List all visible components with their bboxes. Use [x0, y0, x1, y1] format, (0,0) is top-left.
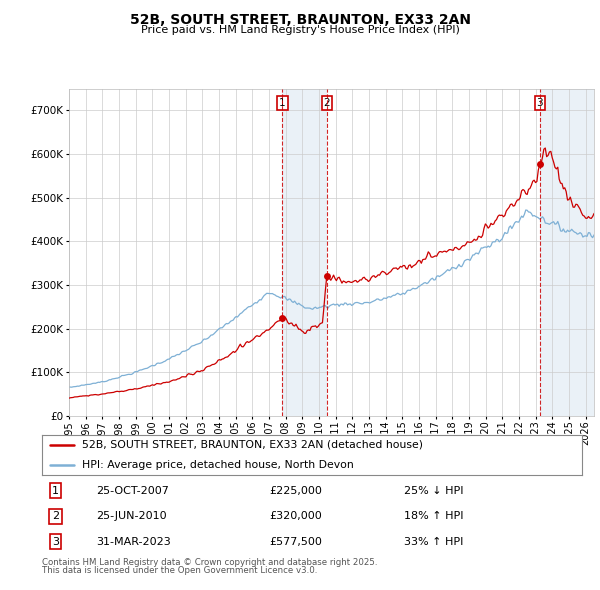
- Text: 33% ↑ HPI: 33% ↑ HPI: [404, 536, 463, 546]
- Text: 2: 2: [52, 512, 59, 521]
- Text: 52B, SOUTH STREET, BRAUNTON, EX33 2AN: 52B, SOUTH STREET, BRAUNTON, EX33 2AN: [130, 13, 470, 27]
- Text: 52B, SOUTH STREET, BRAUNTON, EX33 2AN (detached house): 52B, SOUTH STREET, BRAUNTON, EX33 2AN (d…: [83, 440, 424, 450]
- Text: 1: 1: [279, 99, 286, 108]
- Text: Price paid vs. HM Land Registry's House Price Index (HPI): Price paid vs. HM Land Registry's House …: [140, 25, 460, 35]
- Text: £320,000: £320,000: [269, 512, 322, 521]
- Text: 2: 2: [323, 99, 331, 108]
- Text: £225,000: £225,000: [269, 486, 322, 496]
- Text: 25-JUN-2010: 25-JUN-2010: [96, 512, 167, 521]
- Text: 1: 1: [52, 486, 59, 496]
- Text: This data is licensed under the Open Government Licence v3.0.: This data is licensed under the Open Gov…: [42, 566, 317, 575]
- Text: Contains HM Land Registry data © Crown copyright and database right 2025.: Contains HM Land Registry data © Crown c…: [42, 558, 377, 566]
- Text: 3: 3: [536, 99, 543, 108]
- Bar: [283, 88, 327, 416]
- Text: 31-MAR-2023: 31-MAR-2023: [96, 536, 171, 546]
- Text: 3: 3: [52, 536, 59, 546]
- Text: 25% ↓ HPI: 25% ↓ HPI: [404, 486, 463, 496]
- Text: 25-OCT-2007: 25-OCT-2007: [96, 486, 169, 496]
- Text: £577,500: £577,500: [269, 536, 322, 546]
- Text: HPI: Average price, detached house, North Devon: HPI: Average price, detached house, Nort…: [83, 460, 354, 470]
- Bar: [540, 88, 594, 416]
- Text: 18% ↑ HPI: 18% ↑ HPI: [404, 512, 463, 521]
